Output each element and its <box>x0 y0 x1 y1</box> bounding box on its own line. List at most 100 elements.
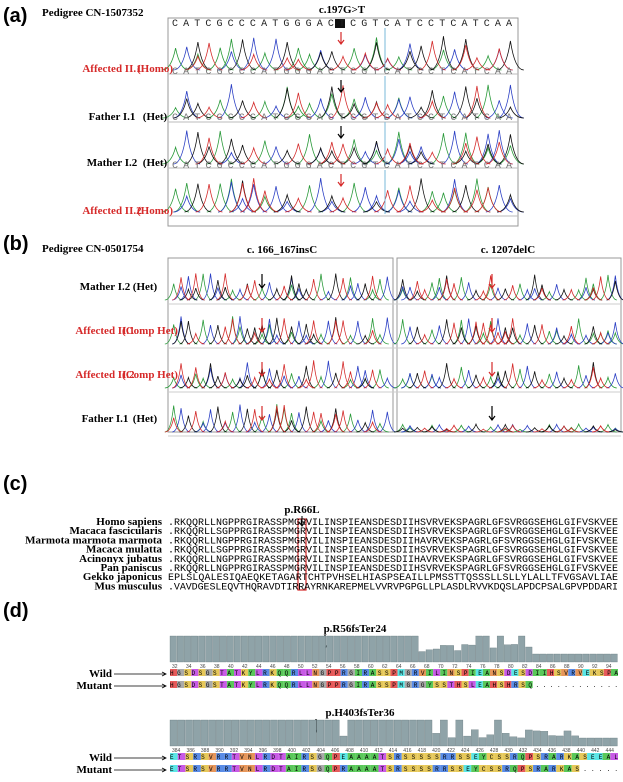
chromatogram <box>162 130 524 165</box>
conservation-bar <box>494 719 502 747</box>
sample-status: (Comp Het) <box>122 325 178 337</box>
sample-status: (Homo) <box>137 63 173 75</box>
chromatogram <box>184 178 524 213</box>
species-sequence: .RKQQRLLNGPPRGIRASSPMGRVILINSPIEANSDESDI… <box>168 536 618 547</box>
conservation-bar <box>216 719 224 747</box>
residue-cell <box>440 753 449 760</box>
position: 40 <box>228 664 234 670</box>
position: 420 <box>432 748 441 754</box>
residue-cell <box>312 669 320 676</box>
conservation-bar <box>482 635 490 663</box>
position: 48 <box>284 664 290 670</box>
residue-cell <box>539 669 547 676</box>
row-label: Wild <box>89 668 112 680</box>
residue-cell <box>490 681 498 688</box>
conservation-bar <box>525 646 533 663</box>
trace-box <box>396 257 622 433</box>
conservation-bar <box>397 635 405 663</box>
residue-cell <box>191 681 199 688</box>
mutation-label: p.R66L <box>284 504 319 516</box>
conservation-bar <box>184 635 191 663</box>
arrow <box>337 32 345 45</box>
residue-cell <box>339 753 348 760</box>
trace-box <box>167 257 394 433</box>
species-sequence: .RKQQRLLNGPPRGIRASSPMGRVILINSPIEANSDESDI… <box>168 555 618 566</box>
species-name: Macaca mulatta <box>86 544 163 556</box>
residue-cell <box>205 681 213 688</box>
conservation-bar <box>301 719 309 747</box>
residue-cell <box>418 669 426 676</box>
species-sequence: .VAVDGESLEQVTHQRAVDTIRRAYRNKAREPMELVVRVP… <box>168 582 618 593</box>
position: 386 <box>186 748 195 754</box>
conservation-bar <box>332 719 340 747</box>
sequence: CATCGCCCATGGGACTCGTCATCCTCATCAA <box>172 161 512 172</box>
residue-cell <box>556 753 564 760</box>
arrow <box>488 362 496 377</box>
residue-cell <box>262 681 270 688</box>
row-label: Mutant <box>77 764 113 776</box>
residue-cell <box>563 753 572 760</box>
residue-cell <box>589 669 597 676</box>
conservation-bar <box>540 731 549 747</box>
position: 34 <box>186 664 192 670</box>
residue-cell <box>610 669 618 676</box>
position: 74 <box>466 664 472 670</box>
position: 66 <box>410 664 416 670</box>
residue-cell <box>293 765 302 772</box>
conservation-bar <box>333 635 341 663</box>
residue-cell <box>369 669 377 676</box>
residue-cell <box>326 669 334 676</box>
position: 404 <box>317 748 326 754</box>
residue-cell <box>347 681 355 688</box>
sample-name: Affected II.2 <box>75 369 135 381</box>
residue-cell <box>409 765 418 772</box>
generated: CATCGCCCATGGGACTCGTCATCCTCATCAA Affected … <box>25 17 623 776</box>
residue-cell <box>394 765 402 772</box>
residue-cell <box>433 669 441 676</box>
conservation-bar <box>532 730 541 747</box>
residue-cell <box>247 753 255 760</box>
chromatogram <box>186 318 382 345</box>
conservation-bar <box>418 651 426 663</box>
position: 426 <box>475 748 484 754</box>
position: 390 <box>215 748 224 754</box>
conservation-bar <box>518 635 526 663</box>
position: 384 <box>172 748 181 754</box>
mutation-label: c. 166_167insC <box>247 244 317 256</box>
pointer <box>114 683 167 689</box>
position: 80 <box>508 664 514 670</box>
conservation-bar <box>553 653 561 663</box>
conservation-bar <box>293 719 301 747</box>
conservation-bar <box>340 635 348 663</box>
residue-cell <box>417 765 425 772</box>
panel-label: (b) <box>3 233 29 255</box>
residue-cell <box>525 765 534 772</box>
residue-cell <box>463 765 472 772</box>
residue-cell <box>177 681 185 688</box>
residue-cell <box>340 681 348 688</box>
chromatogram <box>393 422 623 433</box>
residue-cell <box>502 753 510 760</box>
residue-cell <box>376 669 384 676</box>
residue-cell <box>424 753 433 760</box>
chromatogram <box>184 36 524 71</box>
chromatogram <box>184 40 513 71</box>
row-label: Mutant <box>77 680 113 692</box>
conservation-bar <box>324 719 332 747</box>
residue-cell <box>255 669 263 676</box>
residue-cell <box>293 753 302 760</box>
conservation-bar <box>316 719 325 747</box>
residue-cell <box>347 765 356 772</box>
conservation-bar <box>368 635 376 663</box>
residue-cell <box>208 765 217 772</box>
position: 38 <box>214 664 220 670</box>
residue-cell <box>571 753 580 760</box>
conservation-bar <box>248 635 255 663</box>
position: 410 <box>360 748 369 754</box>
conservation-bar <box>602 737 610 747</box>
pointer <box>114 767 167 773</box>
sequence: CATCGCCCATGGGACTCGTCATCCTCATCAA <box>172 113 512 124</box>
residue-cell <box>362 681 370 688</box>
conservation-bar <box>504 644 511 663</box>
